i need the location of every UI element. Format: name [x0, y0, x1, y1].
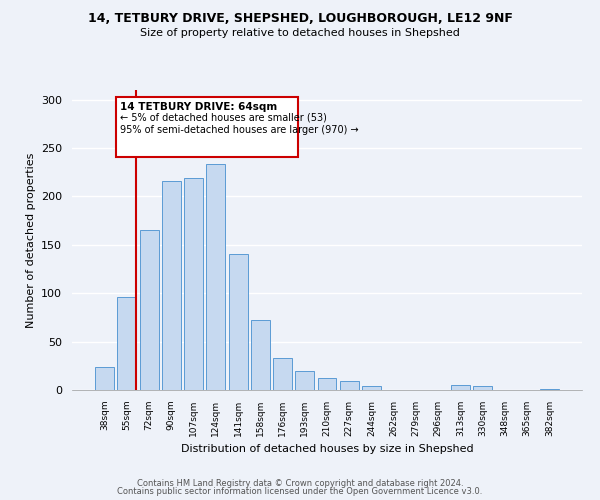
Bar: [473, 386, 492, 390]
Text: ← 5% of detached houses are smaller (53): ← 5% of detached houses are smaller (53): [120, 112, 327, 122]
Text: 14, TETBURY DRIVE, SHEPSHED, LOUGHBOROUGH, LE12 9NF: 14, TETBURY DRIVE, SHEPSHED, LOUGHBOROUG…: [88, 12, 512, 26]
Bar: [206, 164, 225, 390]
Bar: [295, 370, 314, 390]
Bar: [340, 382, 359, 390]
Text: Size of property relative to detached houses in Shepshed: Size of property relative to detached ho…: [140, 28, 460, 38]
Bar: [540, 389, 559, 390]
Bar: [251, 320, 270, 390]
Bar: [273, 358, 292, 390]
FancyBboxPatch shape: [116, 97, 298, 157]
Bar: [184, 178, 203, 390]
Text: Contains public sector information licensed under the Open Government Licence v3: Contains public sector information licen…: [118, 487, 482, 496]
Bar: [317, 378, 337, 390]
Text: 14 TETBURY DRIVE: 64sqm: 14 TETBURY DRIVE: 64sqm: [120, 102, 277, 112]
Bar: [229, 254, 248, 390]
Bar: [118, 297, 136, 390]
Y-axis label: Number of detached properties: Number of detached properties: [26, 152, 35, 328]
Bar: [95, 367, 114, 390]
Bar: [451, 385, 470, 390]
Bar: [362, 386, 381, 390]
Text: 95% of semi-detached houses are larger (970) →: 95% of semi-detached houses are larger (…: [120, 125, 359, 135]
X-axis label: Distribution of detached houses by size in Shepshed: Distribution of detached houses by size …: [181, 444, 473, 454]
Text: Contains HM Land Registry data © Crown copyright and database right 2024.: Contains HM Land Registry data © Crown c…: [137, 478, 463, 488]
Bar: [140, 230, 158, 390]
Bar: [162, 181, 181, 390]
